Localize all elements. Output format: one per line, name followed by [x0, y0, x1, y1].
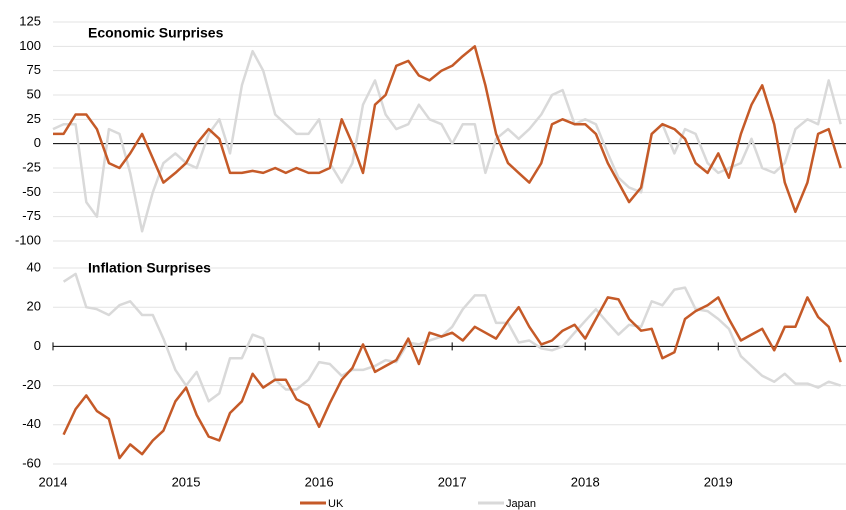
y-tick-label: -20 — [22, 377, 41, 392]
y-tick-label: 75 — [27, 62, 41, 77]
x-tick-label: 2015 — [172, 474, 201, 489]
series-line — [62, 296, 842, 460]
y-tick-label: 100 — [19, 38, 41, 53]
y-tick-label: 0 — [34, 338, 41, 353]
line-layer — [52, 45, 842, 460]
chart-title: Inflation Surprises — [88, 260, 211, 276]
x-tick-label: 2018 — [571, 474, 600, 489]
y-tick-label: -50 — [22, 184, 41, 199]
y-tick-label: 125 — [19, 13, 41, 28]
y-tick-label: -60 — [22, 455, 41, 470]
y-tick-label: 25 — [27, 111, 41, 126]
series-line — [53, 45, 842, 214]
y-tick-label: 20 — [27, 299, 41, 314]
x-tick-label: 2019 — [704, 474, 733, 489]
x-tick-label: 2016 — [305, 474, 334, 489]
series-line — [52, 49, 842, 233]
y-tick-label: -75 — [22, 208, 41, 223]
y-tick-label: -100 — [15, 232, 41, 247]
x-tick-label: 2014 — [39, 474, 68, 489]
y-tick-label: -40 — [22, 416, 41, 431]
y-tick-label: 0 — [34, 135, 41, 150]
x-tick-label: 2017 — [438, 474, 467, 489]
y-tick-label: -25 — [22, 159, 41, 174]
grid-layer — [52, 21, 846, 465]
legend-label: UK — [328, 498, 344, 510]
legend-label: Japan — [506, 498, 536, 510]
chart-title: Economic Surprises — [88, 25, 224, 41]
y-tick-label: 40 — [27, 259, 41, 274]
series-line — [62, 272, 842, 403]
y-tick-label: 50 — [27, 86, 41, 101]
